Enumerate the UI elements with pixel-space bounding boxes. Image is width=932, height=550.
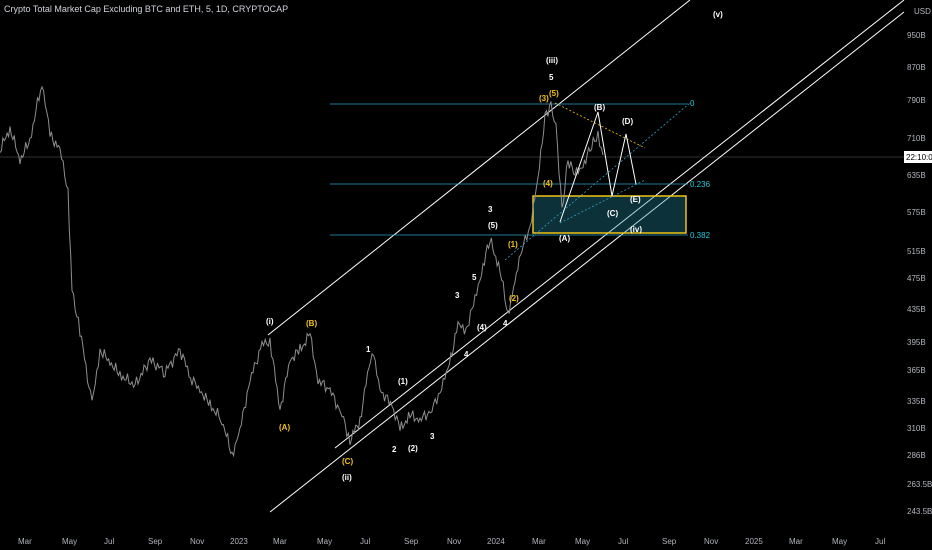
price-line	[0, 85, 604, 458]
fib-label-0236: 0.236	[690, 180, 711, 189]
y-tick-label: 870B	[907, 63, 926, 72]
y-tick-label: 790B	[907, 96, 926, 105]
x-tick-label: 2024	[487, 537, 505, 546]
y-axis[interactable]: 950B 870B 790B 710B 635B 575B 515B 475B 435B 395B…	[907, 31, 932, 516]
wave-label: 3	[488, 205, 493, 214]
wave-label: (1)	[398, 377, 408, 386]
dotted-line-1	[504, 102, 691, 261]
chart-title: Crypto Total Market Cap Excluding BTC an…	[4, 4, 289, 14]
wave-label: (iii)	[546, 56, 558, 65]
x-tick-label: Sep	[404, 537, 419, 546]
x-tick-label: Mar	[18, 537, 32, 546]
wave-label-yellow: (1)	[508, 240, 518, 249]
x-tick-label: Mar	[273, 537, 287, 546]
x-tick-label: Sep	[148, 537, 163, 546]
price-tag: 22:10:06	[906, 153, 932, 162]
wave-label: (E)	[630, 195, 641, 204]
y-tick-label: 395B	[907, 338, 926, 347]
wave-label: 3	[430, 432, 435, 441]
dotted-line-2	[554, 102, 646, 149]
y-tick-label: 310B	[907, 424, 926, 433]
wave-label: 4	[503, 319, 508, 328]
wave-label: 3	[455, 291, 460, 300]
wave-label: 5	[549, 73, 554, 82]
x-tick-label: May	[317, 537, 332, 546]
y-tick-label: 515B	[907, 247, 926, 256]
x-tick-label: Jul	[104, 537, 114, 546]
y-tick-label: 710B	[907, 134, 926, 143]
wave-label-yellow: (5)	[549, 89, 559, 98]
wave-label: (iv)	[630, 225, 642, 234]
wave-label-yellow: (4)	[543, 179, 553, 188]
y-tick-label: 335B	[907, 397, 926, 406]
wave-label: (B)	[594, 103, 605, 112]
channel-line-upper	[267, 0, 691, 336]
x-tick-label: Mar	[789, 537, 803, 546]
x-tick-label: Sep	[662, 537, 677, 546]
x-tick-label: May	[832, 537, 847, 546]
target-zone-box	[532, 195, 687, 234]
x-tick-label: Mar	[532, 537, 546, 546]
y-tick-label: 365B	[907, 366, 926, 375]
fib-label-0: 0	[690, 99, 695, 108]
wave-label: (D)	[622, 117, 633, 126]
y-tick-label: 286B	[907, 451, 926, 460]
triangle-projection	[559, 111, 637, 223]
wave-label-yellow: (A)	[279, 423, 290, 432]
wave-label: (v)	[713, 10, 723, 19]
channel-line-middle	[334, 0, 905, 449]
price-tag-bg	[904, 151, 932, 163]
y-tick-label: 435B	[907, 305, 926, 314]
x-tick-label: Nov	[704, 537, 718, 546]
y-tick-label: 243.5B	[907, 507, 932, 516]
wave-label: (i)	[266, 317, 274, 326]
y-tick-label: 635B	[907, 171, 926, 180]
wave-label: 4	[464, 350, 469, 359]
wave-label: (2)	[408, 444, 418, 453]
y-tick-label: 263.5B	[907, 480, 932, 489]
fib-label-0382: 0.382	[690, 231, 711, 240]
wave-label-yellow: (C)	[342, 457, 353, 466]
wave-label-yellow: (3)	[539, 94, 549, 103]
y-tick-label: 950B	[907, 31, 926, 40]
x-tick-label: Nov	[190, 537, 204, 546]
channel-line-lower	[269, 11, 905, 513]
wave-label-yellow: (2)	[509, 294, 519, 303]
wave-label: (5)	[488, 221, 498, 230]
wave-label: 2	[392, 445, 397, 454]
x-tick-label: Jul	[875, 537, 885, 546]
y-tick-label: 475B	[907, 274, 926, 283]
x-tick-label: 2025	[745, 537, 763, 546]
wave-label: (4)	[477, 323, 487, 332]
x-tick-label: 2023	[230, 537, 248, 546]
wave-label: (A)	[559, 234, 570, 243]
x-axis[interactable]: Mar May Jul Sep Nov 2023 Mar May Jul Sep Nov 2024 Ma…	[18, 537, 885, 546]
x-tick-label: Jul	[360, 537, 370, 546]
x-tick-label: May	[62, 537, 77, 546]
wave-label-yellow: (B)	[306, 319, 317, 328]
x-tick-label: May	[575, 537, 590, 546]
wave-label: (C)	[607, 209, 618, 218]
y-tick-label: 575B	[907, 208, 926, 217]
x-tick-label: Jul	[618, 537, 628, 546]
wave-label: (ii)	[342, 473, 352, 482]
currency-label: USD	[914, 7, 931, 16]
wave-label: 1	[366, 345, 371, 354]
wave-label: 5	[472, 273, 477, 282]
x-tick-label: Nov	[447, 537, 461, 546]
